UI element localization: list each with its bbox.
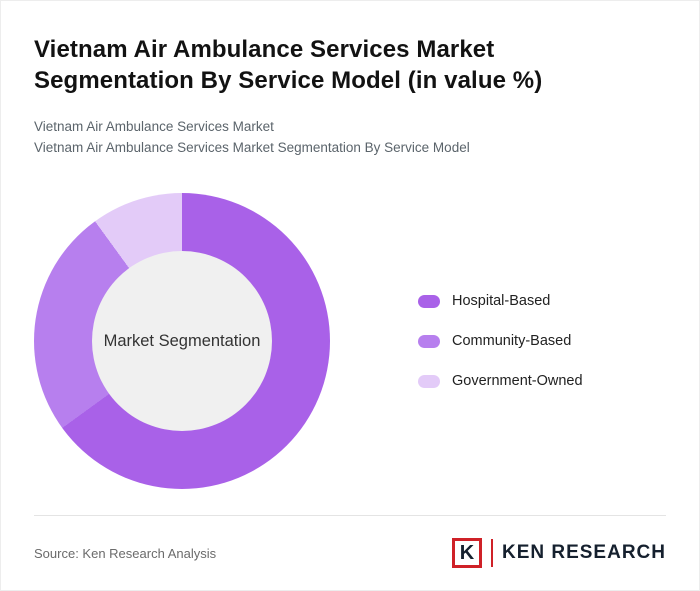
chart-area: Market Segmentation Hospital-Based Commu… (34, 193, 666, 490)
legend-swatch-hospital-based (418, 294, 440, 308)
chart-card: Vietnam Air Ambulance Services Market Se… (1, 1, 699, 490)
page-title-line-2: Segmentation By Service Model (in value … (34, 67, 543, 95)
ken-research-logo: K KEN RESEARCH (451, 538, 666, 568)
legend-label-community-based: Community-Based (452, 333, 572, 350)
legend-item-community-based[interactable]: Community-Based (418, 333, 583, 349)
subtitle-line-1: Vietnam Air Ambulance Services Market (34, 119, 274, 135)
subtitle-line-2: Vietnam Air Ambulance Services Market Se… (34, 140, 470, 156)
legend-label-hospital-based: Hospital-Based (452, 293, 551, 310)
legend-label-government-owned: Government-Owned (452, 373, 583, 390)
page-title: Vietnam Air Ambulance Services Market Se… (34, 34, 666, 96)
chart-subtitles: Vietnam Air Ambulance Services Market Vi… (34, 117, 666, 159)
chart-legend: Hospital-Based Community-Based Governmen… (418, 293, 583, 389)
legend-item-government-owned[interactable]: Government-Owned (418, 373, 583, 389)
legend-swatch-government-owned (418, 374, 440, 388)
legend-swatch-community-based (418, 334, 440, 348)
donut-center-label: Market Segmentation (103, 331, 261, 350)
logo-k-icon: K (451, 538, 482, 568)
legend-item-hospital-based[interactable]: Hospital-Based (418, 293, 583, 309)
page-title-line-1: Vietnam Air Ambulance Services Market (34, 36, 495, 63)
source-text: Source: Ken Research Analysis (34, 545, 217, 561)
footer: Source: Ken Research Analysis K KEN RESE… (34, 515, 666, 590)
donut-chart[interactable]: Market Segmentation (34, 193, 330, 490)
logo-wordmark: KEN RESEARCH (501, 542, 666, 563)
logo-divider (490, 539, 493, 567)
donut-center: Market Segmentation (92, 251, 272, 432)
